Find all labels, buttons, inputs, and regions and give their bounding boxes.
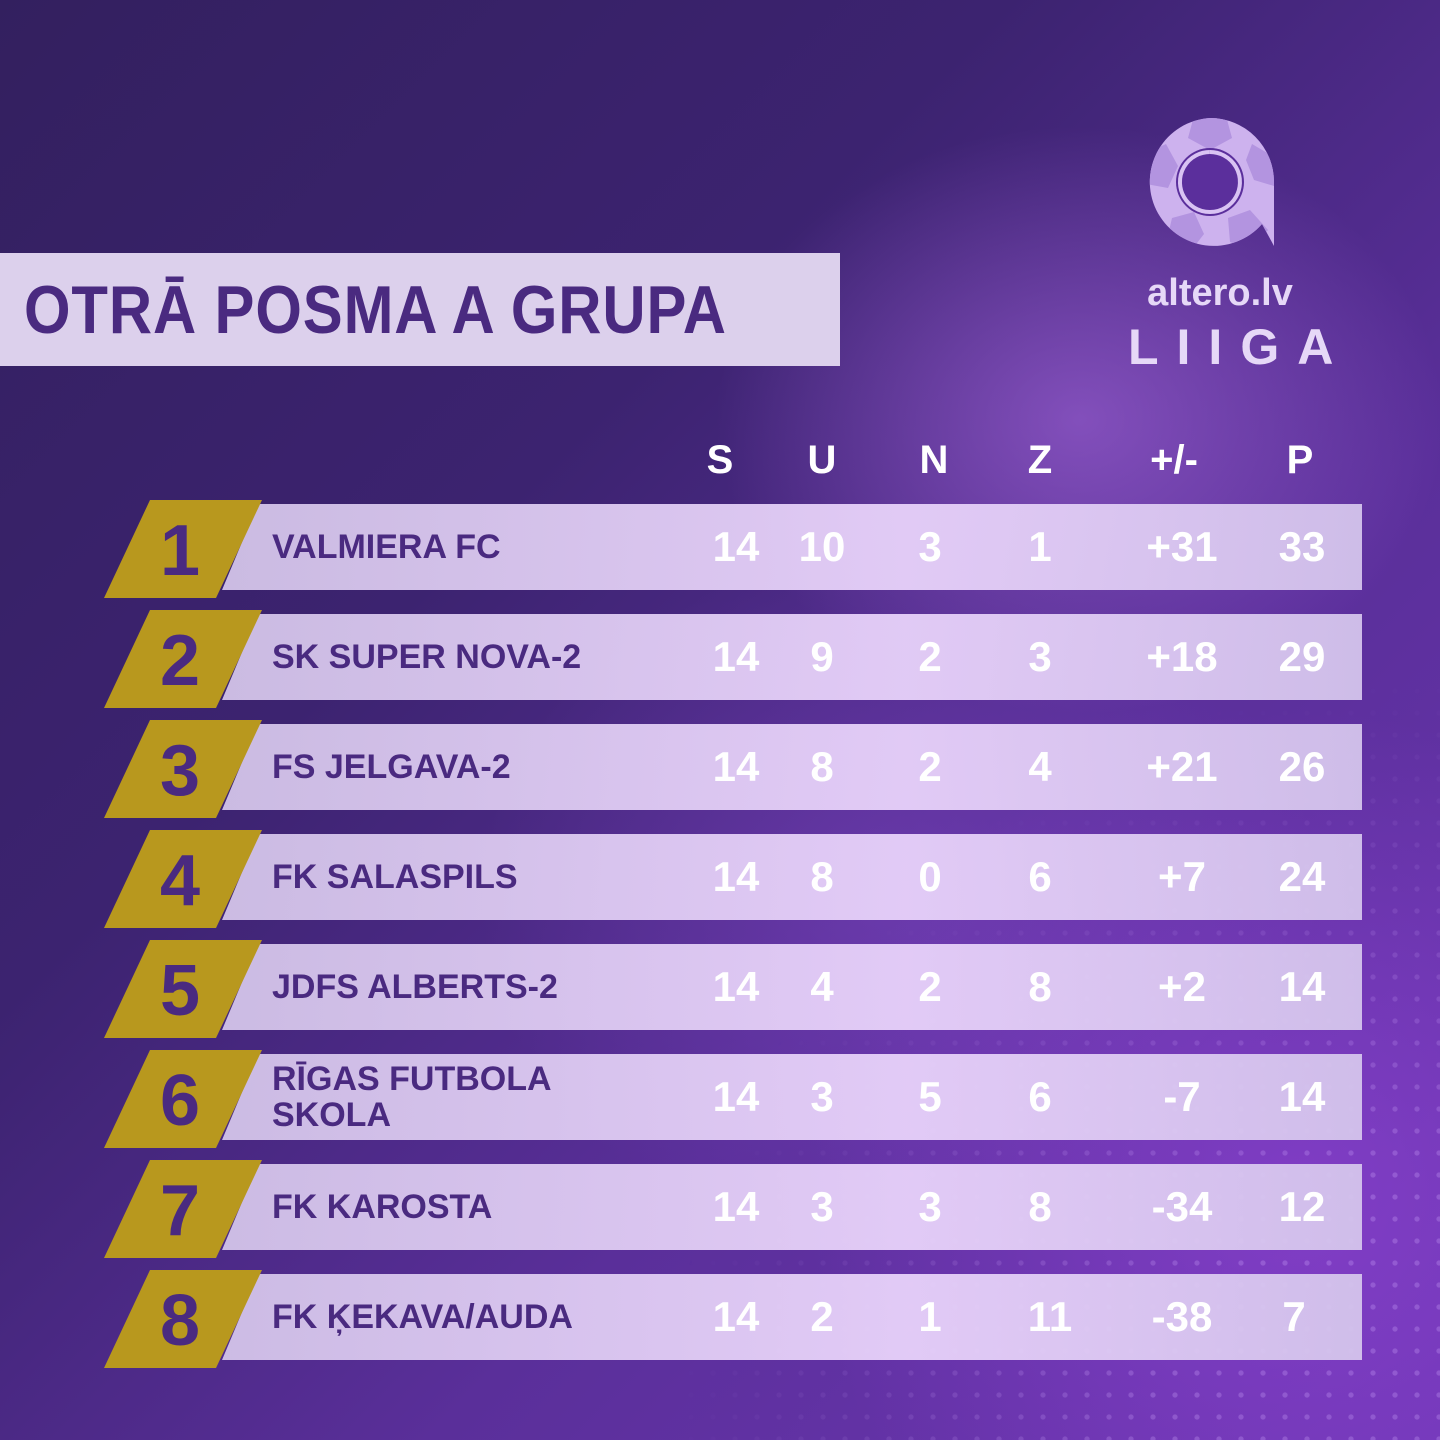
- stat-u: 4: [810, 963, 834, 1010]
- stat-goal-diff: +18: [1146, 633, 1218, 680]
- stat-goal-diff: +21: [1146, 743, 1218, 790]
- stat-s: 14: [712, 1183, 760, 1230]
- table-row: 2 SK SUPER NOVA-2 14 9 2 3 +18 29: [0, 610, 1440, 708]
- stat-p: 29: [1278, 633, 1326, 680]
- header-n: N: [919, 438, 949, 482]
- stat-s: 14: [712, 743, 760, 790]
- stat-p: 24: [1278, 853, 1326, 900]
- table-row: 1 VALMIERA FC 14 10 3 1 +31 33: [0, 500, 1440, 598]
- stat-s: 14: [712, 853, 760, 900]
- stat-z: 1: [1028, 523, 1052, 570]
- rank-number: 2: [159, 621, 201, 701]
- team-name: FK KAROSTA: [272, 1188, 493, 1226]
- page-title: OTRĀ POSMA A GRUPA: [24, 271, 727, 348]
- rank-number: 5: [159, 951, 201, 1031]
- row-background: [222, 834, 1362, 920]
- team-name: SK SUPER NOVA-2: [272, 638, 582, 676]
- table-row: 5 JDFS ALBERTS-2 14 4 2 8 +2 14: [0, 940, 1440, 1038]
- stat-p: 14: [1278, 963, 1326, 1010]
- rank-number: 8: [159, 1281, 201, 1361]
- header-goal-diff: +/-: [1150, 438, 1198, 482]
- table-row: 3 FS JELGAVA-2 14 8 2 4 +21 26: [0, 720, 1440, 818]
- rank-number: 3: [159, 731, 201, 811]
- team-name: FS JELGAVA-2: [272, 748, 511, 786]
- row-background: [222, 944, 1362, 1030]
- stat-u: 8: [810, 853, 834, 900]
- stat-n: 2: [918, 743, 942, 790]
- row-background: [222, 614, 1362, 700]
- stat-p: 33: [1278, 523, 1326, 570]
- stat-n: 5: [918, 1073, 942, 1120]
- stat-s: 14: [712, 523, 760, 570]
- table-row: 8 FK ĶEKAVA/AUDA 14 2 1 11 -38 7: [0, 1270, 1440, 1368]
- stat-z: 6: [1028, 853, 1052, 900]
- stat-u: 8: [810, 743, 834, 790]
- row-background: [222, 1274, 1362, 1360]
- stat-u: 3: [810, 1183, 834, 1230]
- row-background: [222, 1054, 1362, 1140]
- stat-u: 9: [810, 633, 834, 680]
- stat-z: 6: [1028, 1073, 1052, 1120]
- stat-n: 0: [918, 853, 942, 900]
- row-background: [222, 504, 1362, 590]
- stat-s: 14: [712, 1073, 760, 1120]
- rank-number: 1: [159, 511, 201, 591]
- logo-league-text: LIIGA: [1128, 319, 1352, 375]
- header-u: U: [807, 438, 837, 482]
- stat-s: 14: [712, 633, 760, 680]
- stat-z: 11: [1027, 1293, 1073, 1340]
- stat-n: 2: [918, 963, 942, 1010]
- row-background: [222, 724, 1362, 810]
- team-name: RĪGAS FUTBOLA SKOLA: [272, 1060, 551, 1134]
- header-p: P: [1286, 438, 1314, 482]
- stat-n: 3: [918, 1183, 942, 1230]
- team-name: FK SALASPILS: [272, 858, 518, 896]
- stat-z: 8: [1028, 1183, 1052, 1230]
- stat-p: 12: [1278, 1183, 1326, 1230]
- stat-p: 7: [1282, 1293, 1306, 1340]
- logo-site-text: altero.lv: [1147, 272, 1293, 314]
- stat-z: 3: [1028, 633, 1052, 680]
- stat-z: 8: [1028, 963, 1052, 1010]
- stat-goal-diff: -38: [1151, 1293, 1213, 1340]
- stat-goal-diff: -7: [1163, 1073, 1201, 1120]
- team-name: FK ĶEKAVA/AUDA: [272, 1298, 573, 1336]
- altero-football-a-icon: [1149, 118, 1274, 246]
- stat-u: 2: [810, 1293, 834, 1340]
- stat-goal-diff: -34: [1151, 1183, 1213, 1230]
- title-banner: OTRĀ POSMA A GRUPA: [0, 253, 840, 366]
- stat-goal-diff: +2: [1158, 963, 1206, 1010]
- header-z: Z: [1027, 438, 1053, 482]
- table-row: 7 FK KAROSTA 14 3 3 8 -34 12: [0, 1160, 1440, 1258]
- stat-goal-diff: +7: [1158, 853, 1206, 900]
- stat-u: 3: [810, 1073, 834, 1120]
- stat-p: 14: [1278, 1073, 1326, 1120]
- row-background: [222, 1164, 1362, 1250]
- stat-n: 1: [918, 1293, 942, 1340]
- league-logo: altero.lv LIIGA: [1110, 110, 1352, 380]
- stat-goal-diff: +31: [1146, 523, 1218, 570]
- stat-u: 10: [798, 523, 846, 570]
- rank-number: 4: [159, 841, 201, 921]
- header-s: S: [706, 438, 734, 482]
- rank-number: 7: [159, 1171, 201, 1251]
- rank-number: 6: [159, 1061, 201, 1141]
- stat-s: 14: [712, 1293, 760, 1340]
- team-name: VALMIERA FC: [272, 528, 501, 566]
- table-row: 4 FK SALASPILS 14 8 0 6 +7 24: [0, 830, 1440, 928]
- stat-n: 3: [918, 523, 942, 570]
- stat-z: 4: [1028, 743, 1052, 790]
- table-row: 6 RĪGAS FUTBOLA SKOLA 14 3 5 6 -7 14: [0, 1050, 1440, 1148]
- stat-n: 2: [918, 633, 942, 680]
- stat-p: 26: [1278, 743, 1326, 790]
- team-name: JDFS ALBERTS-2: [272, 968, 558, 1006]
- stat-s: 14: [712, 963, 760, 1010]
